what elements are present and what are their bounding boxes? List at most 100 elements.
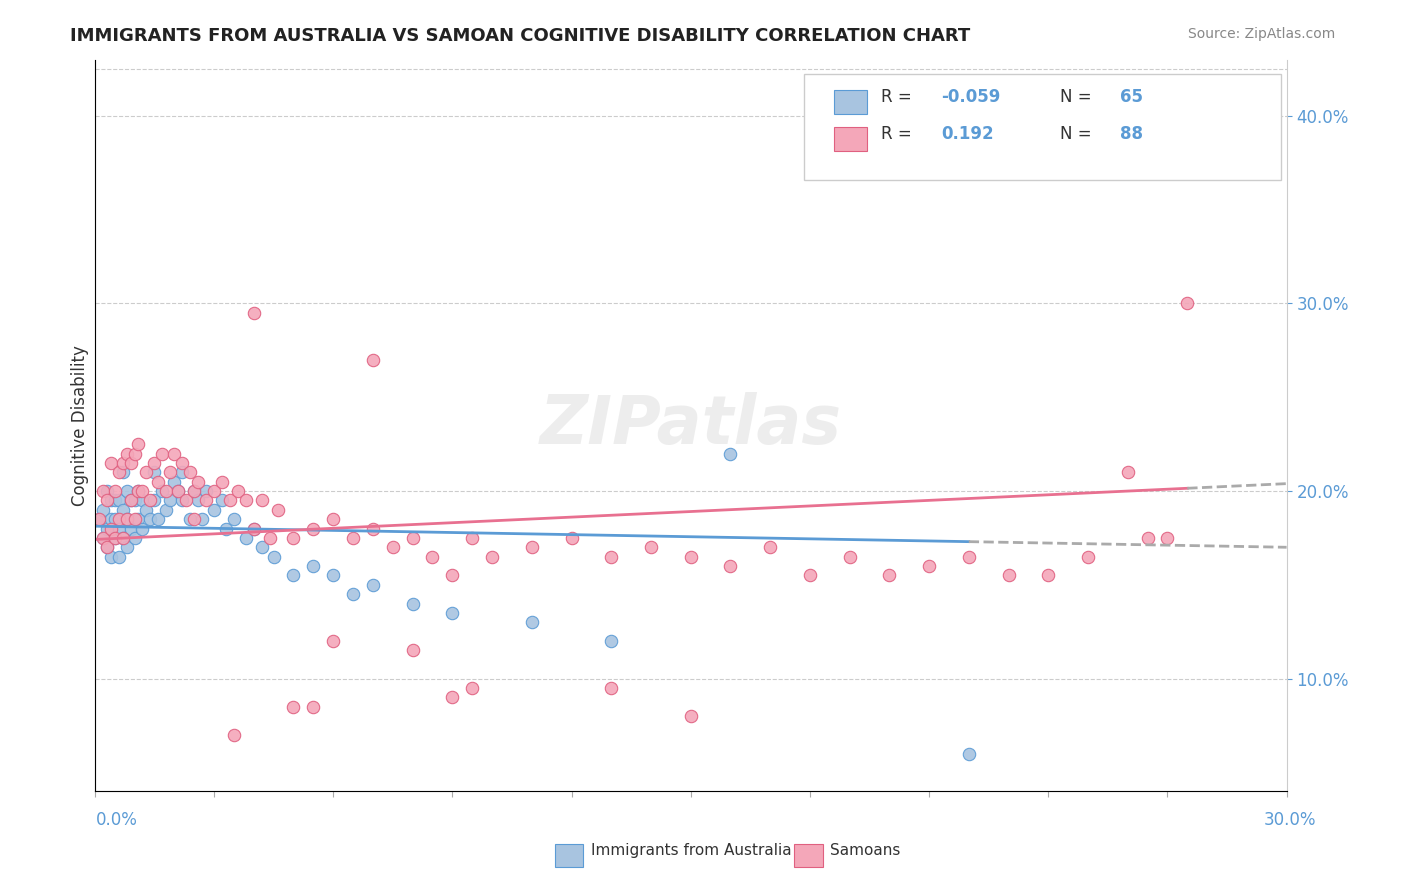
Point — [96, 541, 118, 555]
Point — [679, 709, 702, 723]
Point — [361, 578, 384, 592]
Text: -0.059: -0.059 — [941, 88, 1000, 106]
Point — [135, 503, 157, 517]
Point — [128, 483, 150, 498]
Point — [600, 681, 623, 695]
Point — [679, 549, 702, 564]
Point — [120, 456, 142, 470]
Point — [107, 549, 129, 564]
Point — [266, 503, 288, 517]
Point — [179, 465, 201, 479]
Point — [143, 493, 166, 508]
Point — [100, 549, 122, 564]
Point — [100, 522, 122, 536]
Point — [838, 549, 860, 564]
Point — [259, 531, 281, 545]
Point — [215, 522, 238, 536]
Point — [242, 522, 264, 536]
Point — [600, 634, 623, 648]
Point — [87, 512, 110, 526]
Point — [163, 446, 186, 460]
Point — [226, 483, 249, 498]
Point — [148, 475, 170, 489]
Text: 88: 88 — [1119, 125, 1143, 143]
Point — [115, 446, 138, 460]
Point — [163, 475, 186, 489]
Point — [211, 475, 233, 489]
Text: ZIPatlas: ZIPatlas — [540, 392, 842, 458]
Point — [302, 699, 325, 714]
Text: R =: R = — [882, 88, 917, 106]
FancyBboxPatch shape — [555, 844, 583, 867]
Point — [401, 643, 423, 657]
Point — [283, 568, 305, 582]
Point — [799, 568, 821, 582]
Point — [520, 615, 543, 630]
Point — [174, 493, 197, 508]
Point — [283, 699, 305, 714]
Y-axis label: Cognitive Disability: Cognitive Disability — [72, 345, 89, 506]
Point — [135, 465, 157, 479]
Point — [104, 531, 127, 545]
Point — [640, 541, 662, 555]
Point — [172, 456, 194, 470]
Point — [322, 512, 344, 526]
Point — [183, 483, 205, 498]
Point — [172, 493, 194, 508]
Point — [222, 728, 245, 742]
Point — [159, 465, 181, 479]
Point — [107, 493, 129, 508]
Point — [957, 549, 980, 564]
Point — [107, 465, 129, 479]
Point — [107, 522, 129, 536]
Point — [91, 483, 114, 498]
FancyBboxPatch shape — [834, 90, 868, 114]
Point — [179, 512, 201, 526]
Point — [131, 493, 153, 508]
Text: Immigrants from Australia: Immigrants from Australia — [591, 843, 792, 857]
Point — [1116, 465, 1139, 479]
Point — [361, 522, 384, 536]
Point — [120, 493, 142, 508]
Point — [131, 483, 153, 498]
Point — [159, 493, 181, 508]
Point — [1175, 296, 1198, 310]
Point — [87, 512, 110, 526]
Point — [148, 512, 170, 526]
Text: 30.0%: 30.0% — [1264, 811, 1316, 829]
Point — [111, 465, 134, 479]
Point — [167, 483, 190, 498]
Point — [91, 503, 114, 517]
Point — [104, 483, 127, 498]
FancyBboxPatch shape — [794, 844, 823, 867]
Point — [143, 465, 166, 479]
Point — [302, 559, 325, 574]
Point — [195, 483, 218, 498]
Point — [600, 549, 623, 564]
Point — [520, 541, 543, 555]
Point — [997, 568, 1019, 582]
Point — [235, 531, 257, 545]
Point — [242, 306, 264, 320]
Point — [111, 531, 134, 545]
Point — [107, 512, 129, 526]
Point — [96, 493, 118, 508]
Point — [720, 559, 742, 574]
Point — [361, 352, 384, 367]
Point — [461, 681, 484, 695]
Point — [191, 512, 214, 526]
Text: R =: R = — [882, 125, 917, 143]
Point — [115, 512, 138, 526]
Point — [441, 568, 464, 582]
Point — [115, 541, 138, 555]
Point — [139, 512, 162, 526]
Point — [155, 483, 177, 498]
Point — [172, 465, 194, 479]
Point — [441, 690, 464, 705]
Point — [322, 634, 344, 648]
Point — [115, 483, 138, 498]
Point — [401, 531, 423, 545]
Point — [111, 456, 134, 470]
Point — [1077, 549, 1099, 564]
Point — [91, 531, 114, 545]
